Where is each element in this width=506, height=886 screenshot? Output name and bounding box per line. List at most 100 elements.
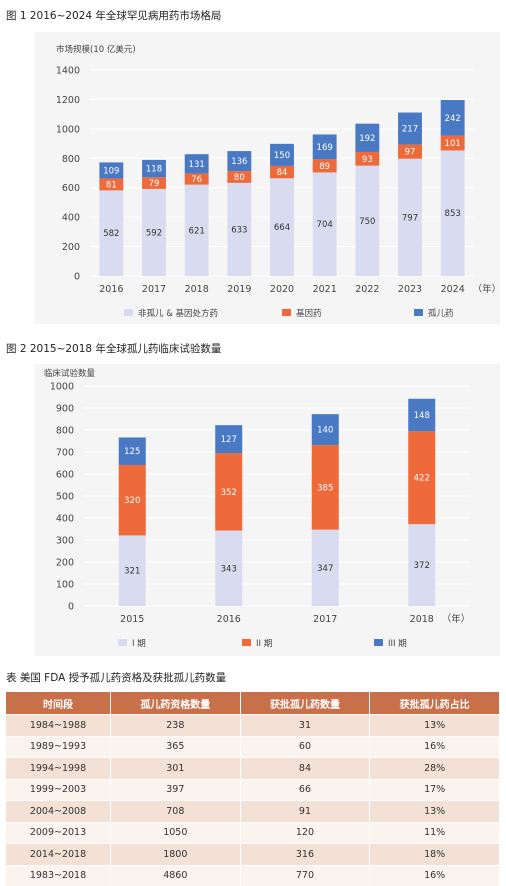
legend-label: 非孤儿 & 基因处方药 [138,308,218,319]
y-tick-label: 700 [56,448,74,459]
y-tick-label: 200 [62,242,80,253]
bar-value-label: 169 [317,143,333,153]
bar-segment [408,398,436,432]
bar-segment [227,171,252,183]
y-tick-label: 0 [74,272,80,283]
bar-segment [227,182,252,276]
bar-value-label: 797 [402,213,418,223]
legend-label: 孤儿药 [428,308,454,319]
x-tick-label: 2022 [355,284,379,295]
bar-value-label: 372 [414,561,430,571]
table-row: 1999~2003 397 66 17% [6,778,500,801]
x-tick-label: 2016 [217,614,241,625]
bar-value-label: 343 [221,564,237,574]
table-cell: 1983~2018 [6,864,111,886]
bar-segment [398,144,422,159]
bar-value-label: 97 [405,148,416,158]
table-cell: 1994~1998 [6,757,111,779]
bar-value-label: 81 [106,180,117,190]
bar-value-label: 242 [445,114,461,124]
x-tick-label: 2024 [441,284,465,295]
bar-segment [270,178,294,276]
table-cell: 17% [369,778,500,801]
table-row: 2009~2013 1050 120 11% [6,821,500,844]
table-cell: 91 [240,800,371,822]
bar-segment [355,151,380,166]
x-tick-label: 2021 [313,284,337,295]
legend-swatch [242,639,251,646]
legend-label: I 期 [132,639,146,649]
legend-swatch [282,309,291,316]
bar-segment [118,535,146,606]
y-tick-label: 500 [56,492,74,503]
legend-label: III 期 [388,639,407,649]
bar-value-label: 131 [189,160,205,170]
bar-segment [312,172,337,276]
table-row: 1984~1988 238 31 13% [6,714,500,736]
table-header-cell: 孤儿药资格数量 [110,692,241,715]
table-title: 表 美国 FDA 授予孤儿药资格及获批孤儿药数量 [6,672,227,684]
bar-value-label: 80 [234,173,245,183]
table-row: 1983~2018 4860 770 16% [6,864,500,886]
bar-value-label: 84 [277,168,288,178]
bar-value-label: 150 [274,151,290,161]
table-header-cell: 获批孤儿药数量 [240,692,371,715]
legend-swatch [118,639,127,646]
bar-segment [398,158,422,276]
bar-segment [99,178,124,191]
bar-segment [311,529,339,606]
table-cell: 301 [110,757,241,779]
figure1-title: 图 1 2016~2024 年全球罕见病用药市场格局 [6,10,222,22]
y-axis-label: 市场规模(10 亿美元) [56,44,136,55]
x-axis-unit-label: （年） [473,283,500,295]
y-tick-label: 300 [56,536,74,547]
bar-value-label: 853 [445,209,461,219]
table-cell: 770 [240,864,371,886]
bar-value-label: 127 [221,435,237,445]
bar-value-label: 422 [414,474,430,484]
bar-segment [118,437,146,465]
bar-value-label: 140 [317,426,333,436]
table-cell: 1984~1988 [6,714,111,736]
bar-segment [398,112,422,145]
y-axis-label: 临床试验数量 [44,368,96,379]
table-cell: 1999~2003 [6,778,111,801]
bar-value-label: 101 [445,139,461,149]
bar-value-label: 664 [274,223,290,233]
bar-segment [215,425,243,454]
bar-segment [215,530,243,606]
bar-value-label: 148 [414,411,430,421]
bar-segment [312,134,337,160]
legend-swatch [414,309,423,316]
table-cell: 397 [110,778,241,801]
bar-value-label: 750 [359,217,375,227]
x-tick-label: 2016 [99,284,123,295]
bar-segment [270,143,294,166]
bar-value-label: 125 [124,447,140,457]
bar-segment [440,150,465,276]
bar-value-label: 76 [191,175,202,185]
table-cell: 1800 [110,843,241,865]
y-tick-label: 400 [56,514,74,525]
table-row: 1989~1993 365 60 16% [6,735,500,758]
bar-value-label: 704 [317,220,333,230]
bar-segment [215,453,243,531]
y-tick-label: 1000 [50,382,74,393]
x-tick-label: 2017 [142,284,166,295]
table-cell: 11% [369,821,500,844]
table-row: 1994~1998 301 84 28% [6,757,500,779]
x-tick-label: 2020 [270,284,294,295]
x-axis-unit-label: （年） [442,613,471,625]
bar-value-label: 352 [221,488,237,498]
x-tick-label: 2018 [185,284,209,295]
figure1-chart-panel: 市场规模(10 亿美元) 0 200 400 600 800 1000 1200 1400 582… [34,32,501,324]
bar-segment [142,177,166,189]
bar-segment [184,154,209,174]
bar-segment [184,184,209,276]
x-tick-label: 2023 [398,284,422,295]
table-cell: 84 [240,757,371,779]
table-cell: 66 [240,778,371,801]
bar-value-label: 109 [103,166,119,176]
y-tick-label: 400 [62,213,80,224]
bar-value-label: 136 [231,157,247,167]
